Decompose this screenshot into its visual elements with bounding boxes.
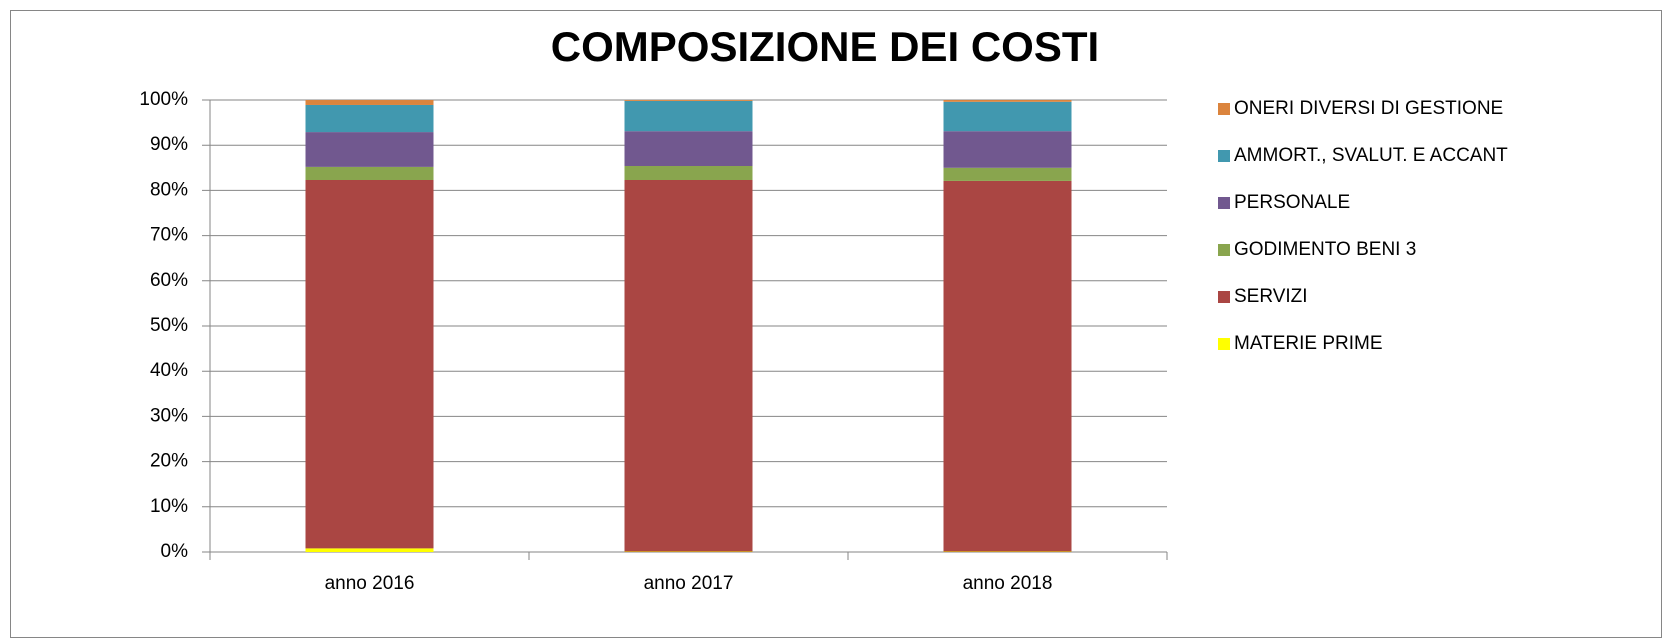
bar-segment — [624, 131, 753, 166]
bar-segment — [943, 180, 1072, 552]
legend-label: PERSONALE — [1234, 192, 1350, 213]
y-tick-label: 60% — [150, 270, 188, 291]
bar-segment — [305, 548, 434, 552]
legend-label: SERVIZI — [1234, 286, 1308, 307]
bar-segment — [305, 132, 434, 167]
bar-segment — [305, 180, 434, 549]
legend-label: GODIMENTO BENI 3 — [1234, 239, 1416, 260]
legend-swatch — [1218, 197, 1230, 209]
legend-label: MATERIE PRIME — [1234, 333, 1383, 354]
chart-title: COMPOSIZIONE DEI COSTI — [551, 23, 1099, 70]
bar-segment — [943, 100, 1072, 102]
bar-segment — [943, 131, 1072, 168]
bar-segment — [624, 100, 753, 132]
x-tick-label: anno 2017 — [644, 573, 734, 594]
y-tick-label: 20% — [150, 451, 188, 472]
y-tick-label: 30% — [150, 405, 188, 426]
x-tick-label: anno 2016 — [325, 573, 415, 594]
bar-segment — [624, 180, 753, 552]
bar-segment — [305, 104, 434, 133]
y-tick-label: 70% — [150, 225, 188, 246]
bar-segment — [943, 101, 1072, 132]
legend-label: ONERI DIVERSI DI GESTIONE — [1234, 98, 1503, 119]
legend-label: AMMORT., SVALUT. E ACCANT — [1234, 145, 1508, 166]
legend-swatch — [1218, 244, 1230, 256]
bar-segment — [943, 167, 1072, 181]
bar-segment — [624, 165, 753, 181]
y-tick-label: 90% — [150, 134, 188, 155]
bar-segment — [305, 166, 434, 181]
y-tick-label: 50% — [150, 315, 188, 336]
y-tick-label: 0% — [161, 541, 189, 562]
y-tick-label: 80% — [150, 179, 188, 200]
chart-border — [10, 10, 1662, 638]
x-tick-label: anno 2018 — [963, 573, 1053, 594]
bar-segment — [305, 100, 434, 105]
y-tick-label: 40% — [150, 360, 188, 381]
legend-swatch — [1218, 338, 1230, 350]
y-tick-label: 100% — [139, 89, 188, 110]
legend-swatch — [1218, 150, 1230, 162]
y-tick-label: 10% — [150, 496, 188, 517]
legend-swatch — [1218, 291, 1230, 303]
legend-swatch — [1218, 103, 1230, 115]
bar-segment — [624, 100, 753, 101]
